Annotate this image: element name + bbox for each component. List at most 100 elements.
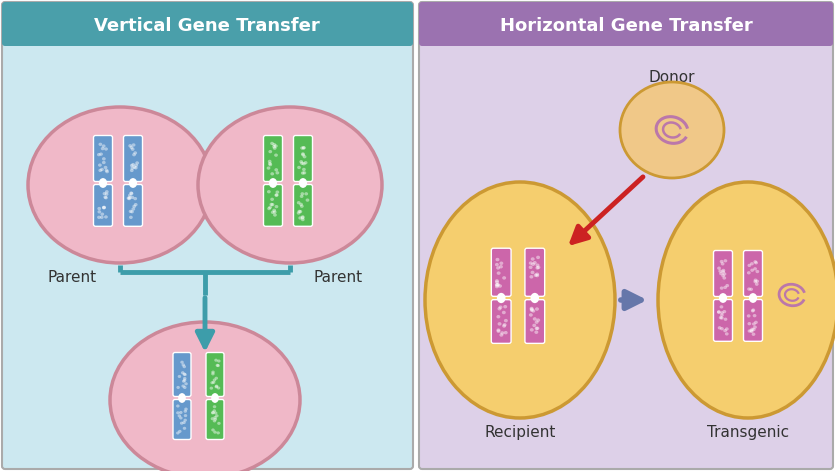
Ellipse shape (176, 411, 180, 414)
Ellipse shape (299, 160, 303, 163)
Ellipse shape (752, 309, 755, 312)
Ellipse shape (302, 171, 306, 174)
Ellipse shape (268, 206, 272, 209)
Ellipse shape (535, 326, 539, 330)
Ellipse shape (213, 419, 216, 422)
Ellipse shape (211, 371, 215, 374)
Ellipse shape (129, 192, 133, 195)
Ellipse shape (130, 164, 134, 167)
Ellipse shape (268, 160, 271, 163)
Ellipse shape (535, 266, 539, 269)
Ellipse shape (97, 153, 101, 156)
Ellipse shape (184, 414, 187, 417)
Ellipse shape (529, 309, 534, 312)
Ellipse shape (211, 429, 215, 431)
Ellipse shape (181, 371, 185, 374)
Ellipse shape (102, 206, 106, 209)
Ellipse shape (534, 320, 539, 324)
Ellipse shape (504, 305, 507, 309)
Ellipse shape (722, 272, 726, 276)
Ellipse shape (496, 315, 500, 318)
Ellipse shape (176, 431, 180, 435)
Text: Offspring: Offspring (170, 455, 240, 470)
Ellipse shape (99, 153, 103, 156)
Ellipse shape (271, 211, 275, 214)
FancyBboxPatch shape (713, 300, 732, 341)
FancyBboxPatch shape (419, 2, 833, 469)
Ellipse shape (747, 271, 751, 275)
Ellipse shape (131, 207, 135, 211)
Ellipse shape (534, 274, 538, 277)
Ellipse shape (217, 387, 220, 390)
Ellipse shape (499, 265, 503, 268)
Ellipse shape (749, 293, 757, 303)
FancyBboxPatch shape (422, 5, 830, 43)
Ellipse shape (754, 261, 758, 264)
Ellipse shape (301, 152, 305, 155)
Ellipse shape (216, 431, 220, 434)
Ellipse shape (100, 212, 104, 216)
Ellipse shape (267, 207, 271, 210)
Ellipse shape (127, 196, 130, 200)
Ellipse shape (496, 266, 500, 269)
Ellipse shape (536, 318, 540, 322)
Ellipse shape (299, 203, 303, 206)
Ellipse shape (213, 405, 216, 408)
Ellipse shape (749, 288, 753, 291)
Ellipse shape (268, 150, 272, 153)
Ellipse shape (756, 280, 759, 283)
Ellipse shape (110, 322, 300, 471)
Ellipse shape (301, 146, 306, 150)
Ellipse shape (276, 171, 279, 174)
Ellipse shape (720, 317, 724, 320)
Ellipse shape (183, 377, 186, 380)
Ellipse shape (722, 310, 726, 313)
Ellipse shape (198, 107, 382, 263)
Ellipse shape (751, 328, 754, 331)
Ellipse shape (133, 205, 136, 208)
Ellipse shape (129, 192, 134, 195)
Ellipse shape (503, 323, 507, 326)
Ellipse shape (128, 196, 132, 199)
Text: Donor: Donor (649, 70, 696, 85)
Ellipse shape (497, 328, 500, 332)
Ellipse shape (183, 373, 186, 376)
Ellipse shape (183, 379, 186, 382)
FancyBboxPatch shape (491, 248, 511, 296)
Ellipse shape (132, 153, 136, 156)
Ellipse shape (211, 411, 215, 414)
Ellipse shape (717, 267, 721, 270)
Ellipse shape (98, 163, 102, 167)
Ellipse shape (306, 198, 309, 202)
Ellipse shape (178, 393, 186, 403)
Ellipse shape (296, 211, 301, 215)
Ellipse shape (131, 147, 134, 151)
Ellipse shape (753, 260, 757, 263)
Ellipse shape (747, 329, 752, 333)
FancyBboxPatch shape (206, 399, 224, 439)
Ellipse shape (185, 407, 188, 411)
Ellipse shape (302, 162, 306, 165)
Ellipse shape (718, 326, 721, 329)
Ellipse shape (531, 257, 534, 261)
Ellipse shape (298, 210, 302, 213)
Ellipse shape (719, 293, 727, 303)
Ellipse shape (720, 305, 723, 309)
Ellipse shape (751, 268, 754, 272)
Ellipse shape (721, 269, 726, 272)
Ellipse shape (130, 166, 134, 170)
Ellipse shape (495, 283, 498, 286)
Ellipse shape (105, 190, 109, 194)
Ellipse shape (104, 166, 108, 169)
Ellipse shape (717, 310, 721, 314)
Ellipse shape (130, 169, 134, 172)
Ellipse shape (721, 274, 725, 277)
Ellipse shape (301, 218, 305, 221)
Ellipse shape (130, 196, 134, 199)
Ellipse shape (754, 321, 758, 324)
Ellipse shape (724, 259, 727, 262)
Ellipse shape (717, 310, 721, 314)
Ellipse shape (129, 210, 133, 213)
Ellipse shape (753, 325, 757, 329)
Ellipse shape (178, 414, 181, 417)
